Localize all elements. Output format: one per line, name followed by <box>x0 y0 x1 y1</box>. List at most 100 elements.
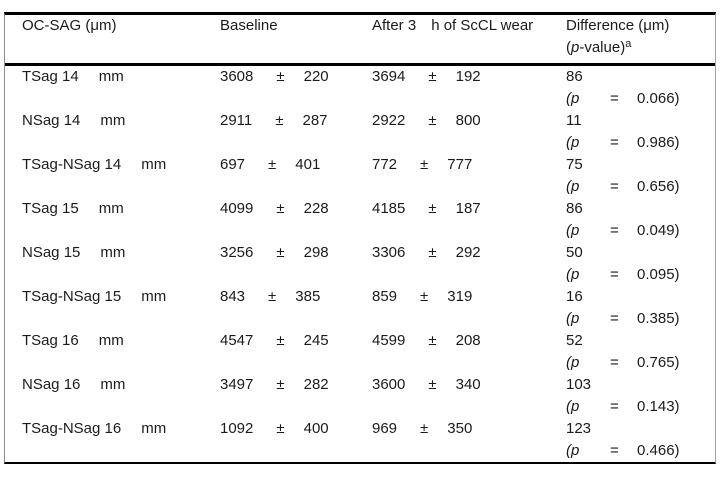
paren-close: ) <box>674 266 680 283</box>
header-label-scl-wear: h of ScCL wear <box>431 17 534 34</box>
baseline-mean: 3497 <box>220 376 254 393</box>
plus-minus-symbol: ± <box>428 112 437 129</box>
plus-minus-symbol: ± <box>268 288 277 305</box>
after-sd: 192 <box>455 68 481 85</box>
header-label-difference: Difference (μm) <box>566 17 670 34</box>
baseline-cell: 697 ±401 <box>220 154 320 176</box>
paren-open: ( <box>566 134 571 151</box>
footnote-marker-a: a <box>625 38 632 50</box>
p-value: 0.765 <box>637 354 675 371</box>
paren-close: ) <box>674 310 680 327</box>
after-sd: 777 <box>447 156 473 173</box>
plus-minus-symbol: ± <box>420 288 429 305</box>
row-label: TSag 16 <box>22 332 79 349</box>
header-label-p-value: (p-value)a <box>566 37 669 59</box>
paren-open: ( <box>566 178 571 195</box>
baseline-mean: 3256 <box>220 244 254 261</box>
after-mean: 2922 <box>372 112 406 129</box>
p-symbol: p <box>571 222 580 239</box>
after-wear-cell: 2922 ±800 <box>372 110 481 132</box>
p-value: 0.385 <box>637 310 675 327</box>
measurement-cell: NSag 14 mm <box>22 110 125 132</box>
plus-minus-symbol: ± <box>428 68 437 85</box>
measurement-cell: TSag 15 mm <box>22 198 124 220</box>
difference-value: 86 <box>566 68 583 85</box>
difference-cell: 86 (p = 0.066) <box>566 66 680 110</box>
table-row: NSag 15 mm 3256 ±298 3306 ±292 50 (p = 0.095) <box>5 242 715 286</box>
plus-minus-symbol: ± <box>428 376 437 393</box>
difference-value: 75 <box>566 156 583 173</box>
p-value: 0.066 <box>637 90 675 107</box>
baseline-sd: 282 <box>303 376 329 393</box>
baseline-cell: 3497 ±282 <box>220 374 329 396</box>
row-unit: mm <box>141 288 167 305</box>
plus-minus-symbol: ± <box>268 156 277 173</box>
paren-open: ( <box>566 222 571 239</box>
paren-close: ) <box>674 398 680 415</box>
after-wear-cell: 969 ±350 <box>372 418 472 440</box>
header-label-after: After 3 <box>372 17 417 34</box>
difference-cell: 52 (p = 0.765) <box>566 330 680 374</box>
baseline-cell: 843 ±385 <box>220 286 320 308</box>
after-mean: 772 <box>372 156 398 173</box>
p-value-line: (p = 0.656) <box>566 176 680 198</box>
equals-sign: = <box>610 398 619 415</box>
data-table: OC-SAG (μm) Baseline After 3 h of ScCL we… <box>4 12 716 464</box>
row-label: TSag-NSag 14 <box>22 156 122 173</box>
difference-cell: 75 (p = 0.656) <box>566 154 680 198</box>
p-symbol: p <box>571 39 580 56</box>
p-value: 0.095 <box>637 266 675 283</box>
after-wear-cell: 4599 ±208 <box>372 330 481 352</box>
baseline-mean: 4547 <box>220 332 254 349</box>
row-label: TSag-NSag 15 <box>22 288 122 305</box>
measurement-cell: NSag 16 mm <box>22 374 125 396</box>
baseline-cell: 4547 ±245 <box>220 330 329 352</box>
paren-open: ( <box>566 39 571 56</box>
p-symbol-group: (p <box>566 220 610 242</box>
equals-sign: = <box>610 90 619 107</box>
after-mean: 859 <box>372 288 398 305</box>
header-cell-difference: Difference (μm) (p-value)a <box>566 15 669 59</box>
header-cell-baseline: Baseline <box>220 15 278 37</box>
difference-value: 16 <box>566 288 583 305</box>
after-sd: 208 <box>455 332 481 349</box>
after-mean: 969 <box>372 420 398 437</box>
row-unit: mm <box>100 244 126 261</box>
baseline-mean: 4099 <box>220 200 254 217</box>
paren-open: ( <box>566 442 571 459</box>
equals-sign: = <box>610 222 619 239</box>
baseline-sd: 287 <box>302 112 328 129</box>
after-wear-cell: 3600 ±340 <box>372 374 481 396</box>
plus-minus-symbol: ± <box>276 68 285 85</box>
after-sd: 800 <box>455 112 481 129</box>
row-unit: mm <box>98 332 124 349</box>
table-header-row: OC-SAG (μm) Baseline After 3 h of ScCL we… <box>5 15 715 66</box>
p-symbol-group: (p <box>566 396 610 418</box>
baseline-mean: 1092 <box>220 420 254 437</box>
after-wear-cell: 4185 ±187 <box>372 198 481 220</box>
p-symbol-group: (p <box>566 264 610 286</box>
equals-sign: = <box>610 354 619 371</box>
row-unit: mm <box>100 376 126 393</box>
row-unit: mm <box>141 420 167 437</box>
p-symbol: p <box>571 134 580 151</box>
after-wear-cell: 859 ±319 <box>372 286 472 308</box>
p-value: 0.049 <box>637 222 675 239</box>
after-sd: 340 <box>455 376 481 393</box>
header-label-ocsag: OC-SAG (μm) <box>22 17 117 34</box>
p-symbol: p <box>571 354 580 371</box>
plus-minus-symbol: ± <box>276 244 285 261</box>
p-value-text: -value) <box>579 39 626 56</box>
table-row: TSag 16 mm 4547 ±245 4599 ±208 52 (p = 0.765) <box>5 330 715 374</box>
row-label: NSag 14 <box>22 112 81 129</box>
plus-minus-symbol: ± <box>276 332 285 349</box>
baseline-sd: 298 <box>303 244 329 261</box>
paren-open: ( <box>566 266 571 283</box>
after-mean: 4185 <box>372 200 406 217</box>
measurement-cell: TSag 14 mm <box>22 66 124 88</box>
row-label: NSag 15 <box>22 244 81 261</box>
plus-minus-symbol: ± <box>276 200 285 217</box>
after-mean: 3694 <box>372 68 406 85</box>
row-label: TSag-NSag 16 <box>22 420 122 437</box>
table-row: TSag 15 mm 4099 ±228 4185 ±187 86 (p = 0.049) <box>5 198 715 242</box>
